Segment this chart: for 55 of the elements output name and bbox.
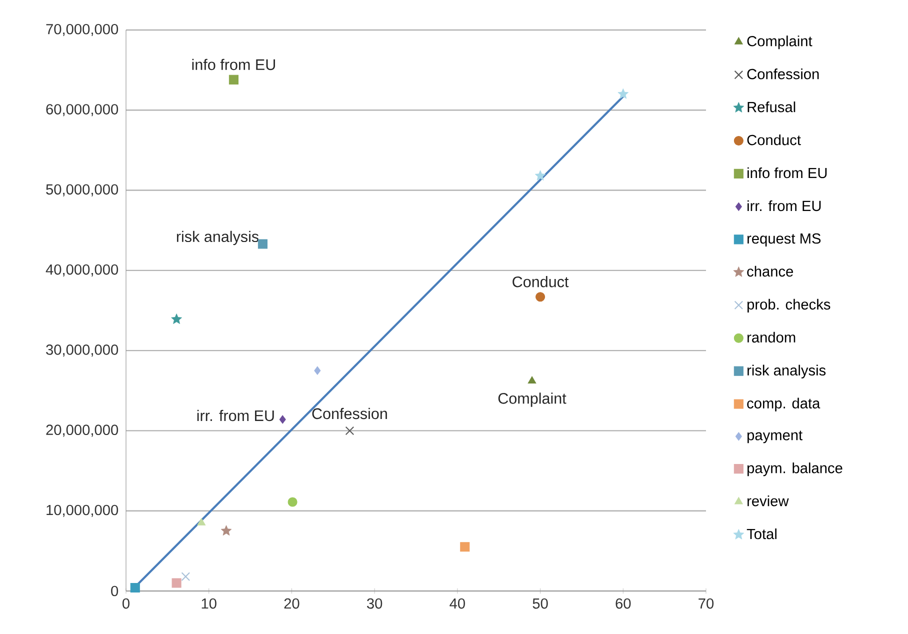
annotation: risk analysis [176,230,259,246]
y-tick-label: 0 [111,586,118,596]
point [130,583,140,593]
annotation: Complaint [498,392,566,407]
x-tick-label: 40 [450,598,465,609]
x-tick-label: 50 [532,598,548,609]
legend-label: paym. balance [747,462,842,476]
y-tick-label: 50,000,000 [46,184,118,196]
point [258,239,268,249]
y-tick-label: 70,000,000 [46,24,118,36]
x-tick-label: 70 [698,598,714,609]
point [172,578,182,588]
legend-label: comp. data [747,398,820,412]
x-tick-label: 60 [616,598,631,609]
point [460,542,470,552]
y-tick-label: 30,000,000 [46,344,118,357]
y-tick-label: 10,000,000 [46,504,118,517]
point [536,292,546,302]
legend-label: Confession [747,68,819,80]
point [220,525,232,536]
point [279,415,286,424]
legend-label: prob. checks [747,298,830,312]
x-tick-label: 30 [367,598,382,609]
legend-label: Refusal [748,102,796,112]
point [345,426,354,436]
legend-label: Total [746,528,776,540]
legend-label: review [748,495,789,506]
point [228,74,238,84]
annotation: Conduct [512,276,569,288]
annotation: Confession [312,408,387,420]
annotation: irr. from EU [197,410,274,422]
y-tick-label: 20,000,000 [46,424,118,437]
point [528,376,536,384]
point [314,366,321,375]
legend-label: Complaint [747,36,812,50]
x-tick-label: 10 [202,598,216,609]
legend-label: payment [747,430,802,444]
annotation: info from EU [192,58,275,70]
point [181,572,190,581]
x-tick-label: 20 [284,598,300,609]
x-tick-label: 0 [122,598,130,609]
legend-label: chance [747,266,794,277]
legend-label: risk analysis [748,364,826,378]
point [618,88,629,99]
legend-label: random [748,332,796,343]
legend-label: request MS [748,233,821,247]
y-tick-label: 60,000,000 [46,104,118,116]
point [171,314,182,324]
point [288,497,298,507]
legend-label: Conduct [747,134,801,146]
legend-label: irr. from EU [748,200,821,212]
point [197,518,206,526]
y-tick-label: 40,000,000 [46,264,118,276]
point [534,170,546,180]
legend-label: info from EU [748,167,827,178]
